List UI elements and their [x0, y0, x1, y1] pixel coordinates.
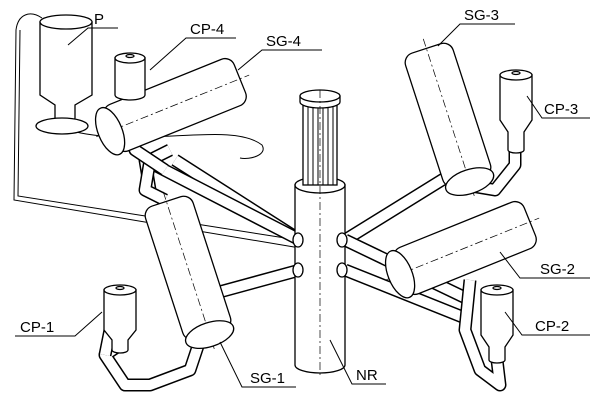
coolant-pump [499, 69, 533, 154]
surge-line [13, 13, 301, 249]
steam-generator [94, 57, 250, 156]
label: CP-4 [190, 21, 224, 38]
steam-generator [144, 191, 235, 350]
label: CP-3 [544, 101, 578, 118]
steam-generator [384, 200, 540, 299]
label: CP-2 [535, 318, 569, 335]
label: P [94, 11, 104, 28]
coolant-pump [103, 284, 137, 354]
surge-line [17, 29, 299, 241]
label: SG-2 [540, 261, 575, 278]
label: SG-1 [250, 370, 285, 387]
label: SG-3 [464, 7, 499, 24]
pressurizer [35, 14, 93, 135]
steam-generator [404, 38, 495, 197]
coolant-pump [114, 52, 146, 101]
leader-lines [15, 23, 590, 388]
reactor-vessel [292, 89, 348, 375]
label: SG-4 [266, 33, 301, 50]
label: NR [356, 367, 378, 384]
label: CP-1 [20, 319, 54, 336]
coolant-pump [480, 284, 514, 364]
